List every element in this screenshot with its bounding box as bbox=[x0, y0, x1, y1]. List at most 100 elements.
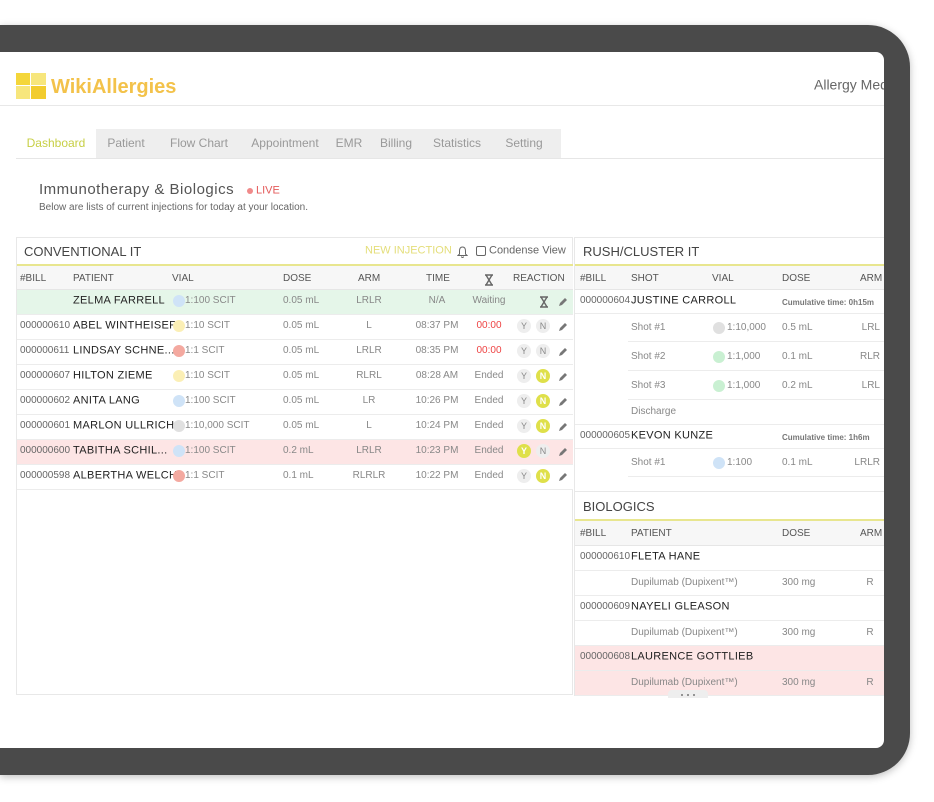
section-underline bbox=[17, 264, 573, 266]
table-row bbox=[575, 425, 884, 449]
column-header: #BILL bbox=[20, 273, 47, 284]
section-underline bbox=[575, 519, 884, 521]
reaction-option[interactable]: Y bbox=[517, 419, 531, 433]
vial: 1:1 SCIT bbox=[185, 470, 225, 481]
arm: LRLR bbox=[356, 295, 382, 306]
patient-name[interactable]: ABEL WINTHEISER bbox=[73, 319, 178, 332]
new-injection-button[interactable]: NEW INJECTION bbox=[365, 244, 452, 257]
vial-dot bbox=[173, 370, 185, 382]
vial: 1:100 SCIT bbox=[185, 445, 236, 456]
reaction-option[interactable]: Y bbox=[517, 344, 531, 358]
reaction-option[interactable]: N bbox=[536, 344, 550, 358]
arm: LRLR bbox=[356, 445, 382, 456]
arm: LRL bbox=[861, 322, 880, 333]
reaction-option[interactable]: Y bbox=[517, 394, 531, 408]
tab[interactable]: Appointment bbox=[251, 136, 319, 150]
logo-square bbox=[16, 73, 30, 85]
time: 10:26 PM bbox=[415, 395, 459, 406]
tab[interactable]: Billing bbox=[379, 136, 412, 150]
arm: L bbox=[366, 420, 372, 431]
logo-square bbox=[31, 73, 46, 85]
patient-name[interactable]: LAURENCE GOTTLIEB bbox=[631, 650, 754, 663]
more-dot bbox=[687, 694, 689, 696]
table-header bbox=[575, 521, 884, 546]
status: Ended bbox=[474, 445, 504, 456]
patient-name[interactable]: ANITA LANG bbox=[73, 394, 140, 407]
reaction-option[interactable]: Y bbox=[517, 444, 531, 458]
live-dot bbox=[247, 188, 253, 194]
column-header: DOSE bbox=[782, 528, 811, 539]
tab[interactable]: Patient bbox=[107, 136, 145, 150]
patient-name[interactable]: JUSTINE CARROLL bbox=[631, 294, 737, 307]
section-underline bbox=[575, 264, 884, 266]
edit-icon bbox=[557, 295, 569, 307]
dose: 0.05 mL bbox=[283, 420, 320, 431]
dose: 0.5 mL bbox=[782, 322, 813, 333]
vial: 1:100 SCIT bbox=[185, 395, 236, 406]
edit-icon bbox=[557, 370, 569, 382]
arm: RLR bbox=[859, 351, 880, 362]
condense-view-label[interactable]: Condense View bbox=[489, 244, 566, 257]
patient-name[interactable]: MARLON ULLRICH bbox=[73, 419, 175, 432]
tab[interactable]: Setting bbox=[505, 136, 543, 150]
patient-name[interactable]: ZELMA FARRELL bbox=[73, 294, 165, 307]
dose: 0.1 mL bbox=[782, 351, 813, 362]
reaction-option[interactable]: Y bbox=[517, 319, 531, 333]
vial: 1:10,000 bbox=[727, 322, 766, 333]
vial-dot bbox=[173, 395, 185, 407]
column-header: #BILL bbox=[580, 528, 607, 539]
shot-row bbox=[628, 448, 884, 477]
time: 10:23 PM bbox=[415, 445, 459, 456]
dose: 300 mg bbox=[782, 677, 816, 688]
tab[interactable]: Flow Chart bbox=[169, 136, 228, 150]
column-header: PATIENT bbox=[631, 528, 672, 539]
bill-number: 000000611 bbox=[20, 345, 70, 356]
vial-dot bbox=[173, 295, 185, 307]
status: Ended bbox=[474, 470, 504, 481]
reaction-option[interactable]: N bbox=[536, 469, 550, 483]
tab[interactable]: EMR bbox=[335, 136, 363, 150]
column-header: ARM bbox=[358, 273, 381, 284]
patient-name[interactable]: ALBERTHA WELCH bbox=[73, 469, 178, 482]
reaction-option[interactable]: Y bbox=[517, 369, 531, 383]
reaction-option[interactable]: N bbox=[536, 319, 550, 333]
arm: R bbox=[866, 677, 874, 688]
patient-name[interactable]: NAYELI GLEASON bbox=[631, 600, 730, 613]
reaction-option[interactable]: N bbox=[536, 394, 550, 408]
section-title: RUSH/CLUSTER IT bbox=[583, 244, 700, 260]
patient-name[interactable]: KEVON KUNZE bbox=[631, 429, 714, 442]
patient-name[interactable]: FLETA HANE bbox=[631, 550, 701, 563]
column-header: ARM bbox=[860, 273, 883, 284]
arm: LR bbox=[362, 395, 376, 406]
vial-dot bbox=[713, 322, 725, 334]
vial-dot bbox=[173, 420, 185, 432]
vial-dot bbox=[173, 345, 185, 357]
patient-name[interactable]: HILTON ZIEME bbox=[73, 369, 153, 382]
vial-dot bbox=[173, 320, 185, 332]
vial: 1:1,000 bbox=[727, 351, 761, 362]
table-row bbox=[17, 465, 573, 490]
reaction-option[interactable]: Y bbox=[517, 469, 531, 483]
patient-name[interactable]: TABITHA SCHIL... bbox=[73, 444, 168, 457]
bill-number: 000000610 bbox=[580, 551, 631, 562]
tab[interactable]: Statistics bbox=[432, 136, 481, 150]
shot-row bbox=[575, 400, 884, 425]
tab[interactable]: Dashboard bbox=[16, 129, 96, 158]
vial: 1:10,000 SCIT bbox=[185, 420, 250, 431]
table-row bbox=[575, 671, 884, 696]
bill-number: 000000610 bbox=[20, 320, 71, 331]
table-row bbox=[575, 596, 884, 621]
bill-number: 000000607 bbox=[20, 370, 71, 381]
dose: 0.05 mL bbox=[283, 320, 320, 331]
dose: 0.05 mL bbox=[283, 345, 320, 356]
patient-name[interactable]: LINDSAY SCHNE... bbox=[73, 344, 175, 357]
hourglass-icon bbox=[484, 273, 494, 286]
arm: RLRLR bbox=[352, 470, 386, 481]
reaction-option[interactable]: N bbox=[536, 444, 550, 458]
column-header: DOSE bbox=[283, 273, 312, 284]
reaction-option[interactable]: N bbox=[536, 369, 550, 383]
reaction-option[interactable]: N bbox=[536, 419, 550, 433]
shot: Shot #1 bbox=[631, 322, 666, 333]
bill-number: 000000602 bbox=[20, 395, 71, 406]
time: 08:37 PM bbox=[415, 320, 459, 331]
